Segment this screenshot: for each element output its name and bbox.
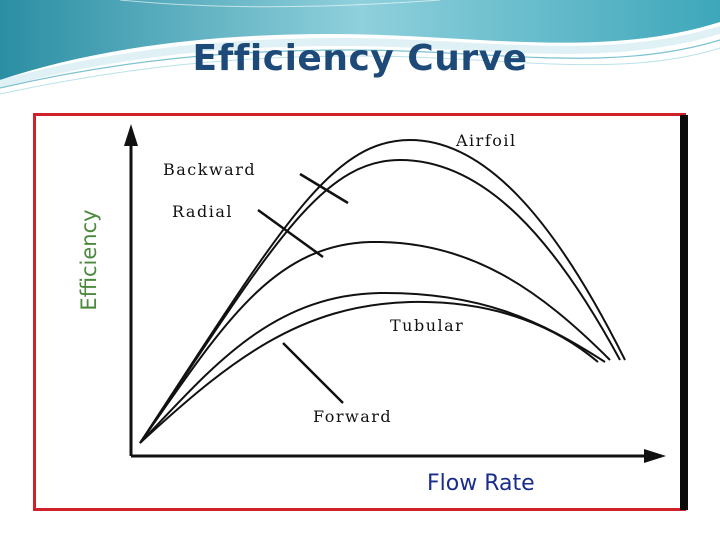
backward-pointer	[299, 172, 349, 205]
x-axis-title: Flow Rate	[427, 471, 535, 496]
figure-edge	[680, 115, 688, 510]
forward-curve	[139, 300, 599, 444]
forward-pointer	[282, 342, 344, 404]
y-axis-title: Efficiency	[77, 209, 101, 310]
efficiency-chart: Airfoil Backward Radial Tubular Forward …	[77, 124, 666, 496]
tubular-label: Tubular	[390, 316, 464, 335]
airfoil-label: Airfoil	[455, 131, 517, 150]
y-axis-arrow	[124, 124, 138, 146]
radial-pointer	[257, 208, 324, 259]
airfoil-curve	[139, 138, 626, 444]
forward-label: Forward	[313, 407, 392, 426]
backward-label: Backward	[163, 160, 256, 179]
slide-title: Efficiency Curve	[192, 38, 528, 79]
radial-curve	[139, 240, 611, 444]
radial-label: Radial	[172, 202, 233, 221]
backward-curve	[139, 158, 621, 444]
x-axis-arrow	[644, 449, 666, 463]
figure-frame	[33, 113, 686, 511]
header-decoration	[0, 0, 720, 95]
